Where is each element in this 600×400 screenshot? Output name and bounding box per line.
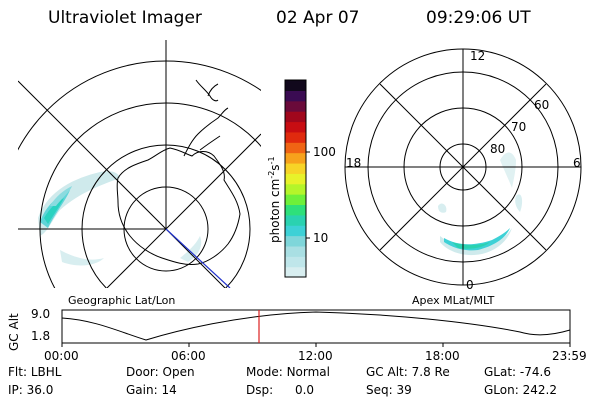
altitude-ytick-1-8: 1.8 [31, 329, 51, 343]
colorbar-segment [285, 152, 306, 164]
continent-outlines [116, 79, 241, 265]
colorbar-segment [285, 111, 306, 123]
colorbar-segment [285, 90, 306, 102]
info-seq: Seq: 39 [366, 383, 412, 397]
mlt-label-0: 0 [466, 278, 474, 292]
instrument-title: Ultraviolet Imager [48, 8, 202, 28]
time-tick-1200: 12:00 [298, 349, 333, 363]
info-glat: GLat: -74.6 [484, 365, 551, 379]
colorbar-segment [285, 256, 306, 268]
time-tick-1800: 18:00 [425, 349, 460, 363]
colorbar-units: photon cm-2s-1 [267, 156, 282, 243]
mlt-label-6: 6 [573, 156, 581, 170]
time-tick-2359: 23:59 [552, 349, 587, 363]
info-door: Door: Open [126, 365, 195, 379]
aurora-emission-left [38, 171, 202, 266]
time-tick-0600: 06:00 [171, 349, 206, 363]
info-mode: Mode: Normal [246, 365, 330, 379]
colorbar-segment [285, 100, 306, 112]
colorbar-segment [285, 142, 306, 154]
mlat-label-80: 80 [490, 142, 506, 156]
colorbar-segment [285, 80, 306, 91]
colorbar-segment [285, 235, 306, 247]
right-map-caption: Apex MLat/MLT [412, 294, 495, 307]
colorbar-segment [285, 173, 306, 185]
info-ip: IP: 36.0 [8, 383, 54, 397]
colorbar-segment [285, 225, 306, 237]
left-map-caption: Geographic Lat/Lon [68, 294, 176, 307]
info-gain: Gain: 14 [126, 383, 177, 397]
altitude-plot [61, 309, 571, 347]
mlt-label-12: 12 [470, 49, 486, 63]
altitude-ylabel: GC Alt [7, 313, 21, 351]
colorbar-segment [285, 183, 306, 195]
colorbar [284, 79, 310, 278]
subsolar-meridian-line [165, 228, 231, 288]
colorbar-segment [285, 204, 306, 216]
time-tick-0000: 00:00 [44, 349, 79, 363]
apex-polar-plot [344, 48, 582, 286]
colorbar-segment [285, 245, 306, 257]
altitude-ytick-9: 9.0 [31, 307, 51, 321]
mlat-label-60: 60 [534, 98, 550, 112]
meridians [18, 40, 261, 288]
geographic-map [18, 40, 261, 288]
info-gc-alt: GC Alt: 7.8 Re [366, 365, 450, 379]
colorbar-segment [285, 162, 306, 174]
mlt-label-18: 18 [346, 156, 362, 170]
colorbar-tick-100: 100 [313, 145, 336, 159]
colorbar-segment [285, 194, 306, 206]
colorbar-segment [285, 121, 306, 133]
time-label: 09:29:06 UT [426, 8, 531, 28]
info-dsp: Dsp: 0.0 [246, 383, 315, 397]
colorbar-segment [285, 214, 306, 226]
colorbar-segment [285, 266, 306, 278]
colorbar-segment [285, 131, 306, 143]
date-label: 02 Apr 07 [276, 8, 360, 28]
mlat-label-70: 70 [511, 120, 527, 134]
info-glon: GLon: 242.2 [484, 383, 557, 397]
info-flt: Flt: LBHL [8, 365, 62, 379]
aurora-emission-right [438, 152, 523, 256]
colorbar-tick-10: 10 [313, 231, 329, 245]
